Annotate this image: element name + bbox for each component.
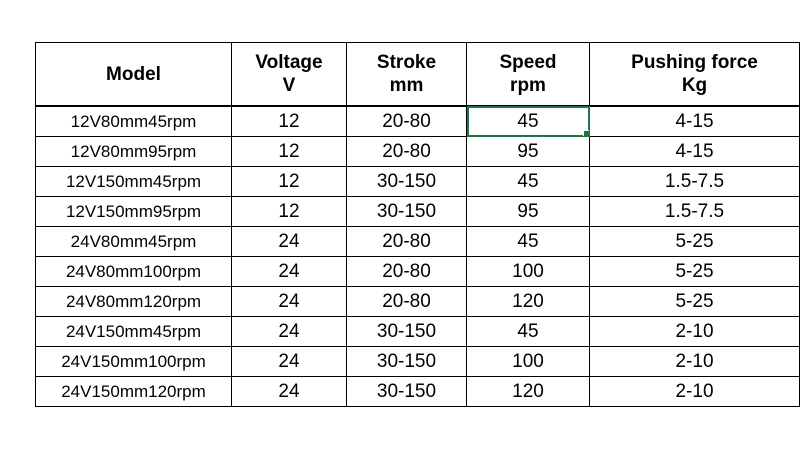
speed-cell[interactable]: 45 (466, 316, 590, 347)
speed-value: 45 (517, 110, 539, 132)
model-cell[interactable]: 24V80mm120rpm (35, 286, 232, 317)
force-cell[interactable]: 4-15 (589, 136, 800, 167)
model-cell[interactable]: 24V150mm120rpm (35, 376, 232, 407)
speed-cell[interactable]: 95 (466, 136, 590, 167)
voltage-cell[interactable]: 12 (231, 136, 347, 167)
voltage-cell[interactable]: 12 (231, 196, 347, 227)
speed-cell[interactable]: 120 (466, 376, 590, 407)
table-row: 24V80mm120rpm 24 20-80 120 5-25 (35, 286, 800, 317)
table-row: 24V80mm100rpm 24 20-80 100 5-25 (35, 256, 800, 287)
speed-cell[interactable]: 95 (466, 196, 590, 227)
spec-table: Model Voltage V Stroke mm Speed rpm Push… (35, 42, 800, 407)
force-cell[interactable]: 5-25 (589, 226, 800, 257)
model-cell[interactable]: 12V150mm45rpm (35, 166, 232, 197)
header-row: Model Voltage V Stroke mm Speed rpm Push… (35, 42, 800, 107)
stroke-cell[interactable]: 30-150 (346, 196, 467, 227)
table-row: 12V150mm95rpm 12 30-150 95 1.5-7.5 (35, 196, 800, 227)
speed-cell[interactable]: 45 (466, 226, 590, 257)
header-speed[interactable]: Speed rpm (466, 42, 590, 107)
speed-cell-selected[interactable]: 45 (466, 105, 590, 137)
fill-handle[interactable] (583, 130, 589, 136)
header-speed-unit: rpm (510, 75, 546, 96)
table-row: 12V80mm95rpm 12 20-80 95 4-15 (35, 136, 800, 167)
table-row: 12V80mm45rpm 12 20-80 45 4-15 (35, 105, 800, 137)
model-cell[interactable]: 24V80mm45rpm (35, 226, 232, 257)
table-row: 24V150mm100rpm 24 30-150 100 2-10 (35, 346, 800, 377)
header-speed-label: Speed (499, 52, 557, 73)
speed-cell[interactable]: 120 (466, 286, 590, 317)
speed-cell[interactable]: 45 (466, 166, 590, 197)
voltage-cell[interactable]: 24 (231, 346, 347, 377)
stroke-cell[interactable]: 20-80 (346, 226, 467, 257)
force-cell[interactable]: 1.5-7.5 (589, 196, 800, 227)
model-cell[interactable]: 24V80mm100rpm (35, 256, 232, 287)
stroke-cell[interactable]: 20-80 (346, 286, 467, 317)
voltage-cell[interactable]: 24 (231, 226, 347, 257)
force-cell[interactable]: 5-25 (589, 286, 800, 317)
force-cell[interactable]: 2-10 (589, 346, 800, 377)
force-cell[interactable]: 5-25 (589, 256, 800, 287)
stroke-cell[interactable]: 20-80 (346, 256, 467, 287)
speed-cell[interactable]: 100 (466, 346, 590, 377)
model-cell[interactable]: 24V150mm100rpm (35, 346, 232, 377)
table-row: 24V80mm45rpm 24 20-80 45 5-25 (35, 226, 800, 257)
header-stroke-label: Stroke (376, 52, 437, 73)
voltage-cell[interactable]: 12 (231, 105, 347, 137)
table-row: 24V150mm45rpm 24 30-150 45 2-10 (35, 316, 800, 347)
stroke-cell[interactable]: 30-150 (346, 316, 467, 347)
voltage-cell[interactable]: 24 (231, 316, 347, 347)
stroke-cell[interactable]: 30-150 (346, 376, 467, 407)
stroke-cell[interactable]: 30-150 (346, 166, 467, 197)
voltage-cell[interactable]: 12 (231, 166, 347, 197)
force-cell[interactable]: 4-15 (589, 105, 800, 137)
header-pushing-force[interactable]: Pushing force Kg (589, 42, 800, 107)
force-cell[interactable]: 2-10 (589, 316, 800, 347)
speed-cell[interactable]: 100 (466, 256, 590, 287)
model-cell[interactable]: 12V80mm95rpm (35, 136, 232, 167)
header-stroke[interactable]: Stroke mm (346, 42, 467, 107)
force-cell[interactable]: 2-10 (589, 376, 800, 407)
header-pushing-force-unit: Kg (681, 75, 708, 96)
force-cell[interactable]: 1.5-7.5 (589, 166, 800, 197)
voltage-cell[interactable]: 24 (231, 286, 347, 317)
voltage-cell[interactable]: 24 (231, 376, 347, 407)
header-model-label: Model (106, 63, 161, 85)
header-pushing-force-label: Pushing force (631, 52, 758, 73)
table-row: 12V150mm45rpm 12 30-150 45 1.5-7.5 (35, 166, 800, 197)
stroke-cell[interactable]: 30-150 (346, 346, 467, 377)
header-voltage[interactable]: Voltage V (231, 42, 347, 107)
model-cell[interactable]: 12V80mm45rpm (35, 105, 232, 137)
header-model[interactable]: Model (35, 42, 232, 107)
header-voltage-label: Voltage (255, 52, 323, 73)
stroke-cell[interactable]: 20-80 (346, 136, 467, 167)
stroke-cell[interactable]: 20-80 (346, 105, 467, 137)
model-cell[interactable]: 12V150mm95rpm (35, 196, 232, 227)
header-voltage-unit: V (282, 75, 296, 96)
table-row: 24V150mm120rpm 24 30-150 120 2-10 (35, 376, 800, 407)
model-cell[interactable]: 24V150mm45rpm (35, 316, 232, 347)
header-stroke-unit: mm (389, 75, 424, 96)
voltage-cell[interactable]: 24 (231, 256, 347, 287)
